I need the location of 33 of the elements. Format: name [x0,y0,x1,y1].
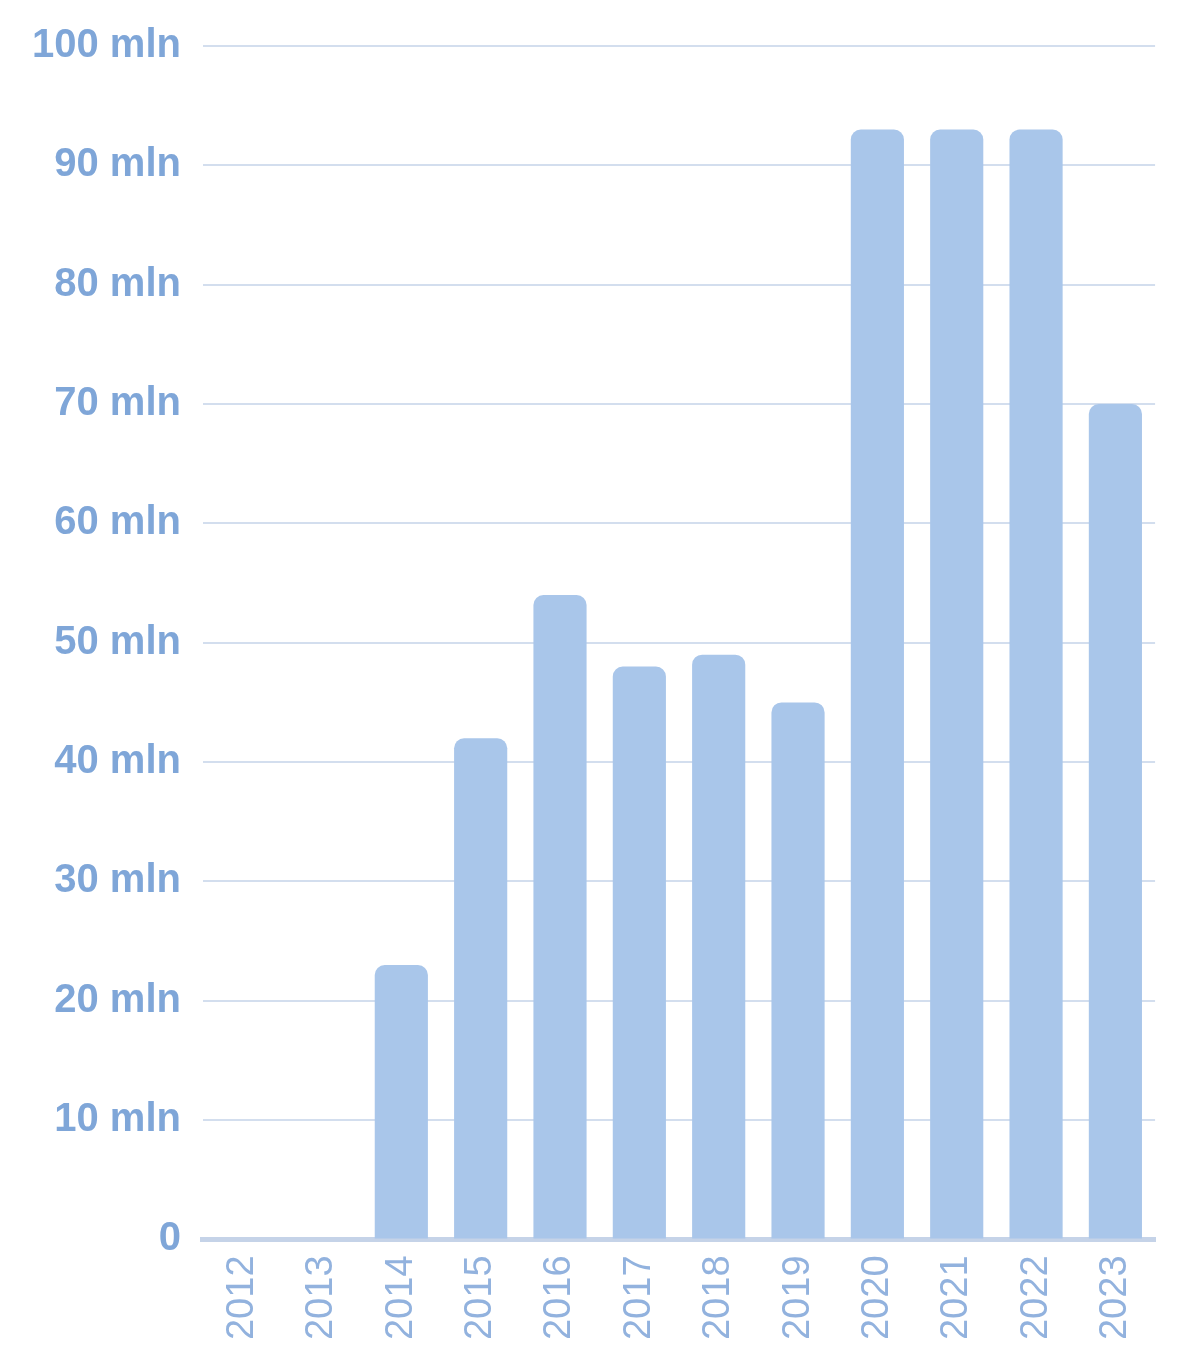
x-tick-label: 2012 [219,1255,262,1341]
x-tick-label: 2018 [695,1255,738,1341]
bar [850,129,904,1239]
x-tick-label: 2013 [298,1255,341,1341]
y-tick-label: 90 mln [54,140,181,185]
x-tick-label: 2019 [774,1255,817,1341]
bar [454,738,508,1239]
y-tick-label: 30 mln [54,856,181,901]
x-tick-label: 2015 [457,1255,500,1341]
bar [533,594,587,1239]
y-tick-label: 50 mln [54,617,181,662]
y-tick-label: 60 mln [54,498,181,543]
x-tick-label: 2014 [377,1255,420,1341]
bar [612,666,666,1239]
bar [692,654,746,1239]
y-tick-label: 100 mln [32,21,181,66]
bar [771,702,825,1239]
y-tick-label: 10 mln [54,1095,181,1140]
x-tick-label: 2017 [615,1255,658,1341]
y-tick-label: 70 mln [54,379,181,424]
x-tick-label: 2022 [1012,1255,1055,1341]
bar [930,129,984,1239]
y-tick-label: 80 mln [54,259,181,304]
bar [1009,129,1063,1239]
x-tick-label: 2020 [853,1255,896,1341]
x-tick-label: 2021 [933,1255,976,1341]
y-tick-label: 20 mln [54,975,181,1020]
y-tick-label: 0 [158,1214,181,1259]
bar [374,964,428,1239]
x-tick-label: 2023 [1091,1255,1134,1341]
y-tick-label: 40 mln [54,737,181,782]
bar [1088,404,1142,1239]
x-tick-label: 2016 [536,1255,579,1341]
